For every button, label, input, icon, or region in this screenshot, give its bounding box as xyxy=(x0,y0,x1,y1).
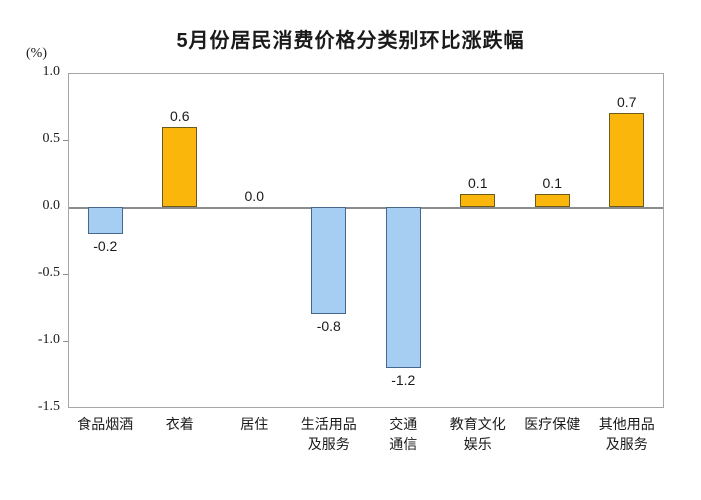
y-tick-mark xyxy=(63,140,68,141)
bar-value-label: -1.2 xyxy=(391,371,416,388)
bar xyxy=(87,207,123,234)
zero-axis-line xyxy=(69,207,663,209)
bar xyxy=(460,193,496,207)
x-category-label-line: 其他用品 xyxy=(598,416,655,432)
x-category-label: 其他用品 及服务 xyxy=(590,414,665,454)
bar-value-label: 0.0 xyxy=(244,188,264,204)
y-tick-label: 0.0 xyxy=(42,198,61,213)
x-category-label-line: 居住 xyxy=(240,416,269,432)
x-category-label-line: 通信 xyxy=(389,436,418,452)
x-category-label: 教育文化 娱乐 xyxy=(441,414,516,454)
x-category-label: 交通 通信 xyxy=(366,414,441,454)
bar-value-label: -0.2 xyxy=(93,237,118,254)
y-tick-label: 0.5 xyxy=(42,131,61,146)
bar-value-label: 0.7 xyxy=(617,94,637,111)
x-category-label-line: 交通 xyxy=(389,416,418,432)
x-category-label: 衣着 xyxy=(143,414,218,434)
y-tick-label: -1.5 xyxy=(37,399,60,414)
y-tick-mark xyxy=(63,341,68,342)
bar-value-label: 0.1 xyxy=(468,174,488,191)
x-category-label: 医疗保健 xyxy=(515,414,590,434)
x-category-label-line: 及服务 xyxy=(307,436,350,452)
bar xyxy=(385,207,421,368)
y-tick-mark xyxy=(63,274,68,275)
bar-value-label: 0.6 xyxy=(170,107,190,124)
x-category-label-line: 医疗保健 xyxy=(524,416,581,432)
y-tick-label: -1.0 xyxy=(37,332,60,347)
bar xyxy=(534,193,570,207)
bar xyxy=(609,113,645,207)
x-category-label-line: 衣着 xyxy=(165,416,194,432)
y-tick-label: 1.0 xyxy=(42,64,61,79)
x-category-label: 居住 xyxy=(217,414,292,434)
y-tick-label: -0.5 xyxy=(37,265,60,280)
x-category-label-line: 娱乐 xyxy=(463,436,492,452)
bar xyxy=(311,207,347,315)
x-category-label-line: 及服务 xyxy=(605,436,648,452)
y-axis-unit-label: (%) xyxy=(26,46,47,61)
x-category-label: 食品烟酒 xyxy=(68,414,143,434)
bar-value-label: 0.1 xyxy=(542,174,562,191)
bar-value-label: -0.8 xyxy=(316,318,341,335)
x-category-label-line: 生活用品 xyxy=(300,416,357,432)
x-category-label-line: 教育文化 xyxy=(449,416,506,432)
bar xyxy=(162,126,198,207)
chart-title: 5月份居民消费价格分类别环比涨跌幅 xyxy=(176,30,525,52)
x-category-label: 生活用品 及服务 xyxy=(292,414,367,454)
x-category-label-line: 食品烟酒 xyxy=(77,416,134,432)
